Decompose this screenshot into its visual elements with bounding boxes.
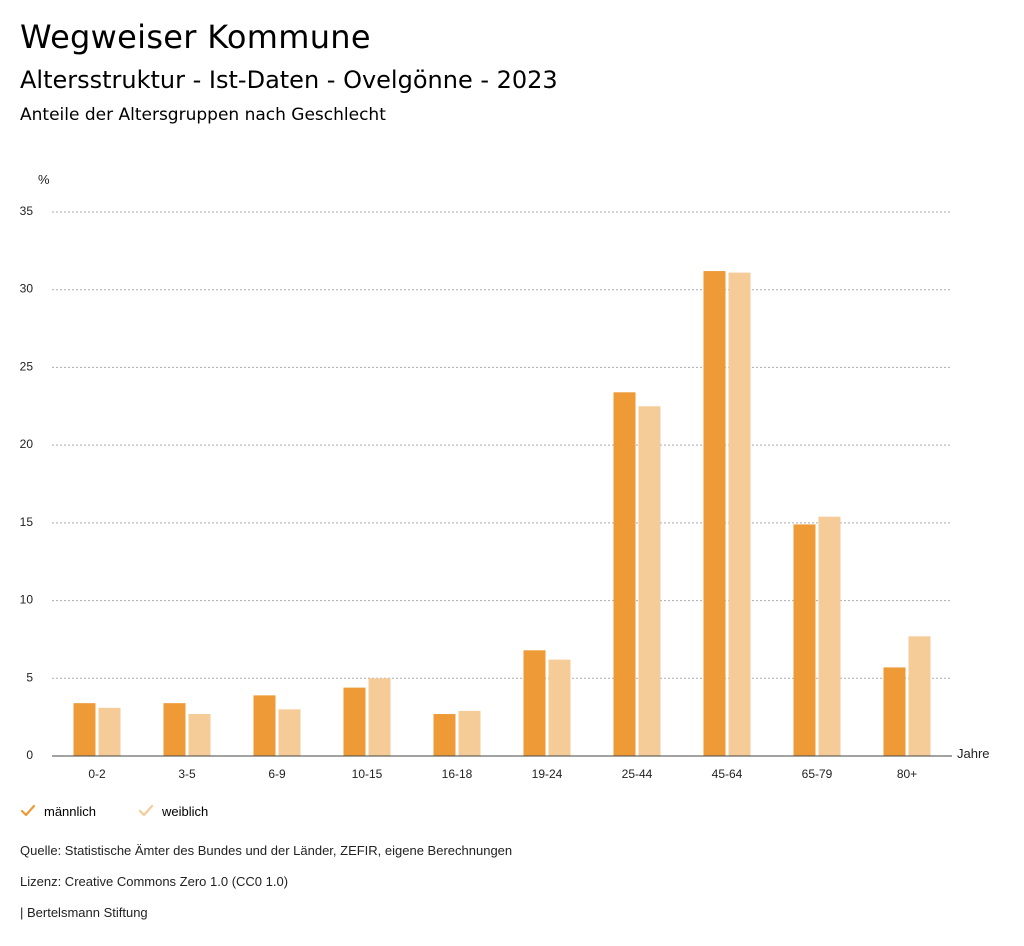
- bar-male[interactable]: [613, 392, 636, 756]
- y-tick-label: 25: [20, 359, 34, 373]
- source-note: Quelle: Statistische Ämter des Bundes un…: [20, 843, 513, 858]
- bar-male[interactable]: [793, 524, 816, 756]
- y-tick-label: 30: [20, 282, 34, 296]
- bar-chart: 0 5 10 15 20 25 30 35 0-2 3-5 6-9 10-15 16-18 19-24 2…: [20, 172, 990, 781]
- x-axis-ticks: 0-2 3-5 6-9 10-15 16-18 19-24 25-44 45-64 65-79 8…: [88, 767, 917, 781]
- x-tick-label: 45-64: [712, 767, 743, 781]
- bar-male[interactable]: [253, 695, 276, 756]
- bar-female[interactable]: [728, 272, 751, 756]
- chart-subtitle: Altersstruktur - Ist-Daten - Ovelgönne -…: [20, 66, 558, 94]
- bar-male[interactable]: [883, 667, 906, 756]
- x-tick-label: 65-79: [802, 767, 833, 781]
- bar-female[interactable]: [908, 636, 931, 756]
- x-tick-label: 0-2: [88, 767, 106, 781]
- y-axis-ticks: 0 5 10 15 20 25 30 35: [20, 204, 34, 762]
- y-tick-label: 5: [26, 670, 33, 684]
- bar-female[interactable]: [548, 659, 571, 756]
- checkmark-icon: [20, 804, 36, 817]
- page-title: Wegweiser Kommune: [20, 18, 371, 56]
- x-tick-label: 6-9: [268, 767, 286, 781]
- x-tick-label: 16-18: [442, 767, 473, 781]
- y-tick-label: 10: [20, 593, 34, 607]
- x-tick-label: 80+: [897, 767, 917, 781]
- bar-female[interactable]: [188, 714, 211, 756]
- bar-female[interactable]: [278, 709, 301, 756]
- y-tick-label: 35: [20, 204, 34, 218]
- chart-description: Anteile der Altersgruppen nach Geschlech…: [20, 105, 386, 125]
- publisher-note: | Bertelsmann Stiftung: [20, 905, 148, 920]
- license-note: Lizenz: Creative Commons Zero 1.0 (CC0 1…: [20, 874, 289, 889]
- y-axis-unit: %: [38, 172, 50, 187]
- y-tick-label: 20: [20, 437, 34, 451]
- bar-male[interactable]: [343, 687, 366, 756]
- bar-male[interactable]: [433, 714, 456, 756]
- bar-female[interactable]: [98, 707, 121, 756]
- x-axis-label: Jahre: [957, 746, 990, 761]
- grid-lines: [52, 211, 952, 679]
- legend-item-female[interactable]: weiblich: [138, 803, 208, 819]
- legend-label-female: weiblich: [162, 803, 209, 819]
- bar-female[interactable]: [638, 406, 661, 756]
- bar-male[interactable]: [703, 271, 726, 756]
- bar-male[interactable]: [163, 703, 186, 756]
- x-tick-label: 3-5: [178, 767, 196, 781]
- bar-female[interactable]: [818, 516, 841, 756]
- y-tick-label: 0: [26, 748, 33, 762]
- checkmark-icon: [138, 804, 154, 817]
- bars: [73, 271, 931, 756]
- x-tick-label: 19-24: [532, 767, 563, 781]
- legend-item-male[interactable]: männlich: [20, 803, 96, 819]
- legend-label-male: männlich: [44, 803, 97, 819]
- y-tick-label: 15: [20, 515, 34, 529]
- bar-female[interactable]: [368, 678, 391, 756]
- x-tick-label: 25-44: [622, 767, 653, 781]
- x-tick-label: 10-15: [352, 767, 383, 781]
- bar-male[interactable]: [73, 703, 96, 756]
- bar-female[interactable]: [458, 710, 481, 756]
- bar-male[interactable]: [523, 650, 546, 756]
